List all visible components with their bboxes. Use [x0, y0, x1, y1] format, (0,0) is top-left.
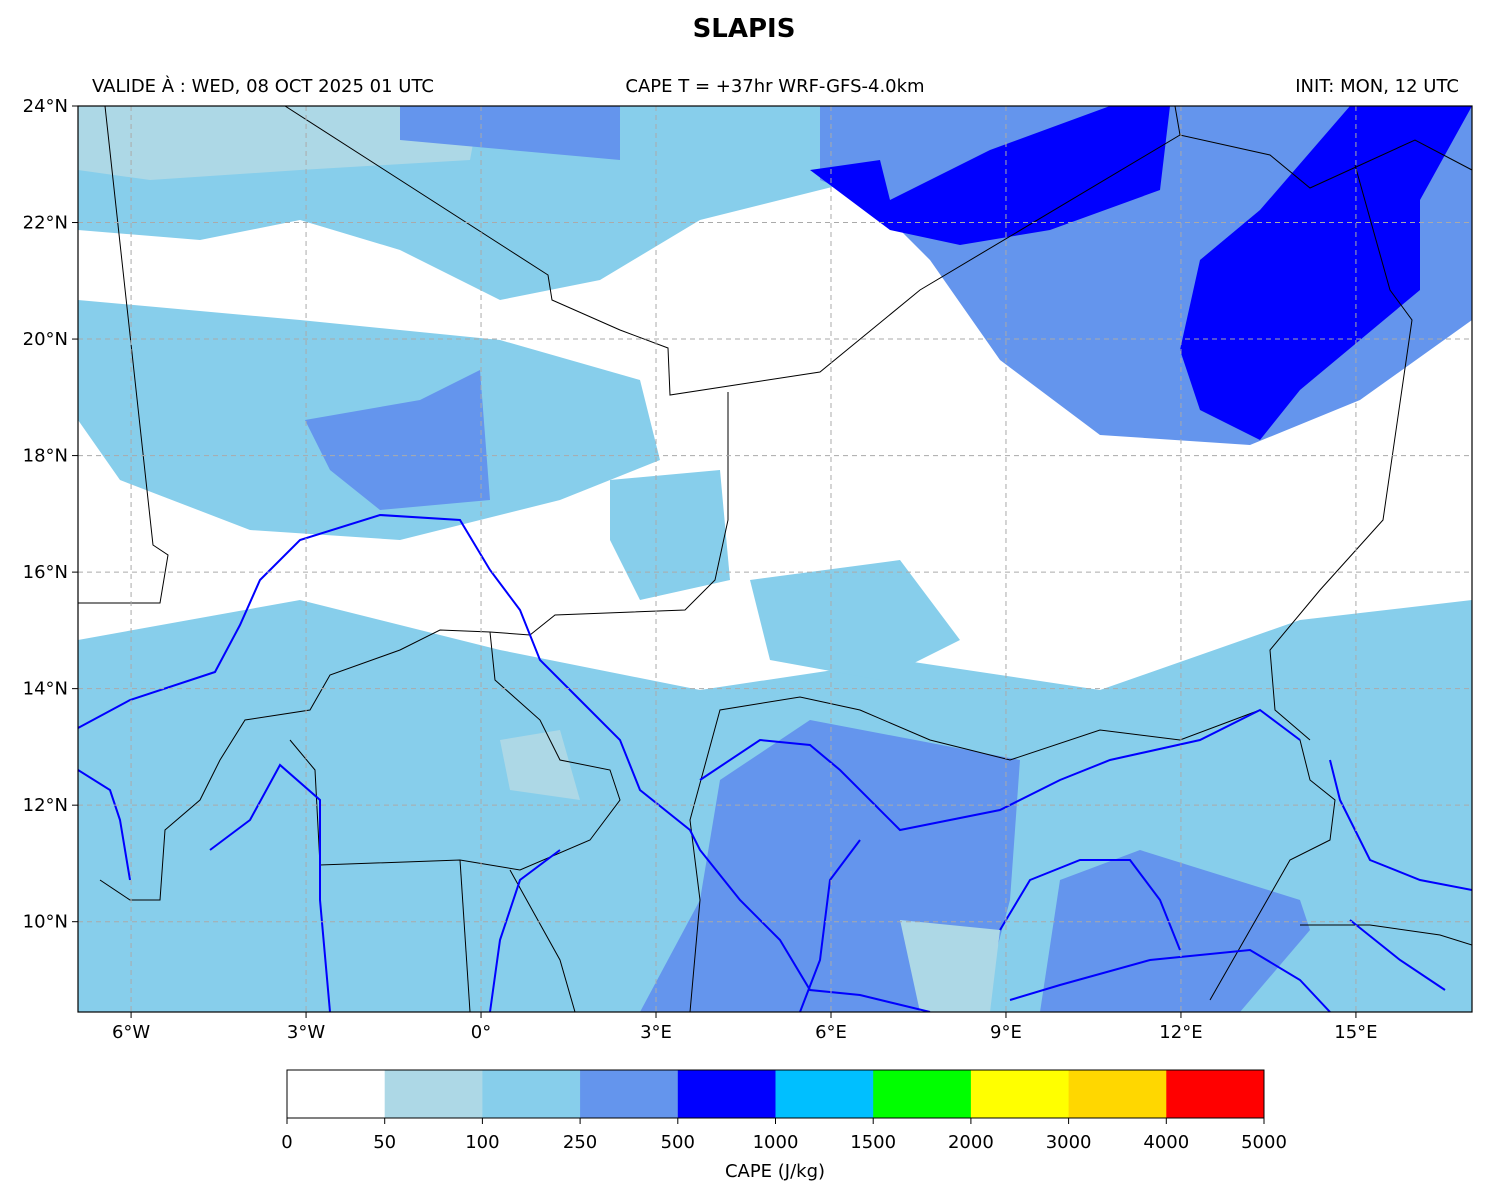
- y-tick-label: 20°N: [23, 329, 68, 350]
- colorbar-tick-label: 0: [281, 1132, 292, 1153]
- colorbar-tick-label: 250: [563, 1132, 597, 1153]
- y-tick-label: 10°N: [23, 912, 68, 933]
- colorbar-label: CAPE (J/kg): [725, 1161, 825, 1182]
- y-tick-label: 22°N: [23, 213, 68, 234]
- colorbar-tick-label: 5000: [1241, 1132, 1287, 1153]
- x-tick-label: 15°E: [1334, 1022, 1377, 1043]
- colorbar-segment: [775, 1070, 874, 1118]
- colorbar-tick-label: 4000: [1143, 1132, 1189, 1153]
- colorbar-segment: [482, 1070, 581, 1118]
- colorbar: 0 50 100 250 500 1000 1500 2000 3000 4000 5000: [281, 1069, 1287, 1153]
- x-tick-label: 9°E: [990, 1022, 1022, 1043]
- cape-area: [1180, 106, 1472, 440]
- cape-area: [810, 106, 1170, 245]
- colorbar-segment: [1166, 1070, 1265, 1118]
- cape-area: [305, 370, 490, 510]
- y-tick-label: 14°N: [23, 679, 68, 700]
- init-time: INIT: MON, 12 UTC: [1295, 76, 1459, 97]
- colorbar-tick-label: 1000: [753, 1132, 799, 1153]
- cape-field: [78, 106, 1472, 1012]
- colorbar-tick-label: 2000: [948, 1132, 994, 1153]
- run-info: CAPE T = +37hr WRF-GFS-4.0km: [625, 76, 924, 97]
- rivers: [78, 513, 1472, 1012]
- valid-time: VALIDE À : WED, 08 OCT 2025 01 UTC: [92, 75, 434, 97]
- colorbar-tick-label: 3000: [1046, 1132, 1092, 1153]
- cape-area: [610, 470, 730, 600]
- colorbar-segment: [970, 1070, 1070, 1118]
- map-frame: [77, 105, 1473, 1013]
- cape-area: [78, 106, 480, 180]
- cape-area: [900, 920, 1000, 1012]
- x-tick-label: 6°W: [112, 1022, 150, 1043]
- colorbar-tick-label: 1500: [850, 1132, 896, 1153]
- x-tick-label: 3°E: [640, 1022, 672, 1043]
- x-tick-label: 12°E: [1159, 1022, 1202, 1043]
- colorbar-tick-label: 500: [661, 1132, 695, 1153]
- title: SLAPIS: [693, 14, 796, 44]
- gridlines: [78, 105, 1472, 1012]
- colorbar-tick-label: 100: [465, 1132, 499, 1153]
- colorbar-segment: [873, 1070, 972, 1118]
- x-tick-label: 6°E: [815, 1022, 847, 1043]
- x-tick-label: 0°: [471, 1022, 491, 1043]
- cape-area: [400, 106, 620, 160]
- y-tick-label: 18°N: [23, 446, 68, 467]
- y-tick-label: 12°N: [23, 795, 68, 816]
- colorbar-segment: [1068, 1070, 1167, 1118]
- cape-area: [750, 560, 960, 680]
- borders: [78, 106, 1472, 1012]
- colorbar-segment: [287, 1070, 386, 1118]
- colorbar-segment: [580, 1070, 679, 1118]
- y-tick-label: 16°N: [23, 562, 68, 583]
- y-tick-label: 24°N: [23, 96, 68, 117]
- colorbar-tick-label: 50: [373, 1132, 396, 1153]
- colorbar-segment: [677, 1070, 776, 1118]
- cape-area: [500, 730, 580, 800]
- x-tick-label: 3°W: [287, 1022, 325, 1043]
- colorbar-segment: [384, 1070, 483, 1118]
